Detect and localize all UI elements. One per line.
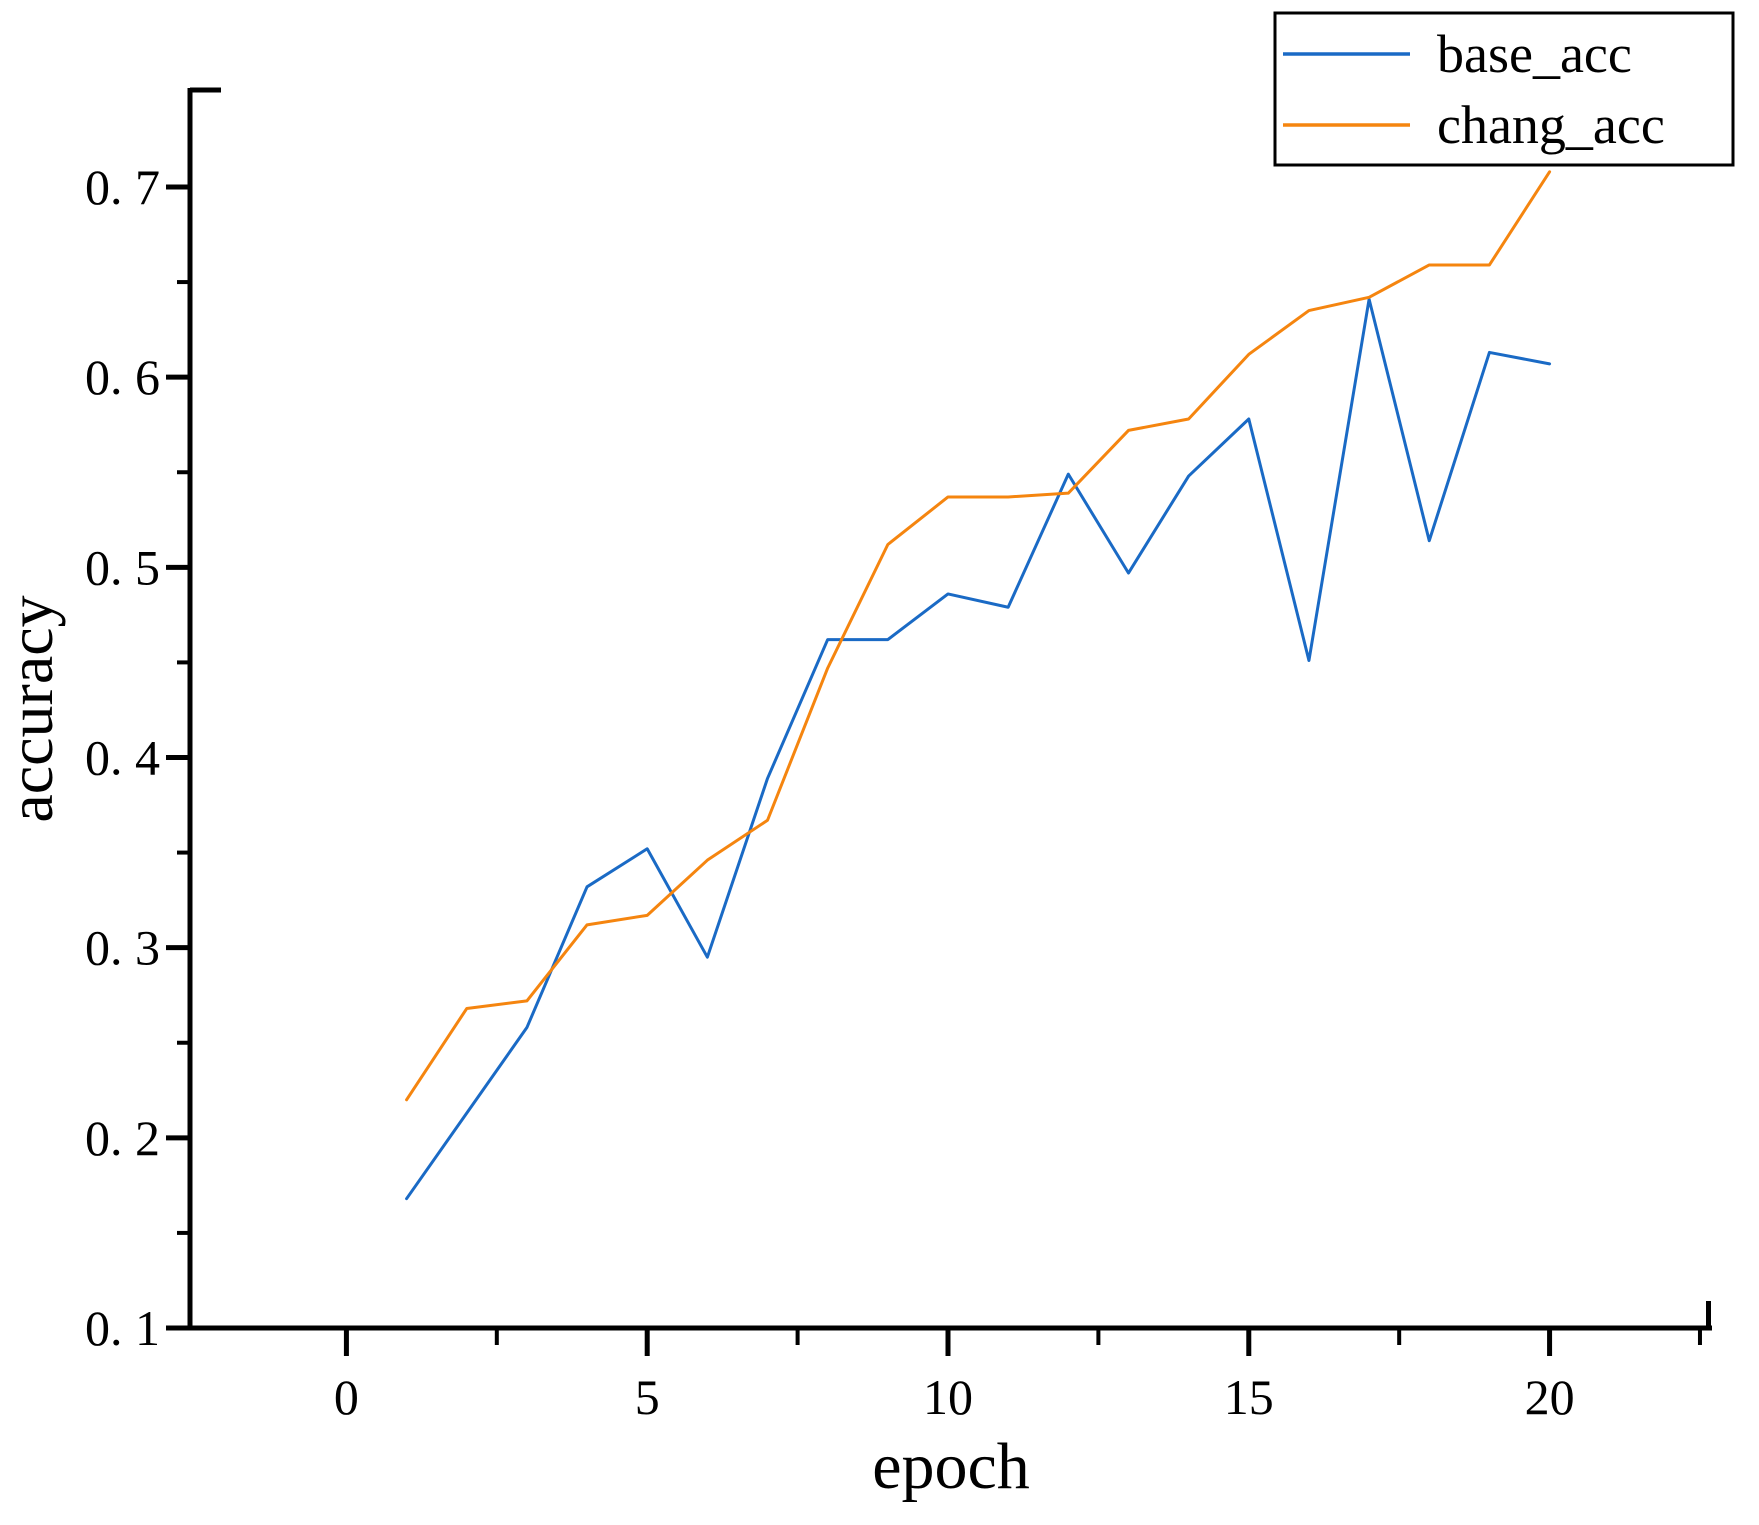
series-line-base_acc (405, 297, 1552, 1201)
y-tick-label: 0. 4 (85, 729, 160, 785)
x-tick-label: 20 (1525, 1369, 1575, 1425)
axis-ticks: 0 5 10 15 20 0. 1 0. 2 0. 3 0. 4 0. 5 0. 6 0. 7 (85, 159, 1702, 1425)
x-tick-label: 5 (635, 1369, 660, 1425)
x-axis-title: epoch (872, 1430, 1030, 1503)
y-axis-title: accuracy (0, 595, 66, 822)
y-tick-label: 0. 6 (85, 349, 160, 405)
y-tick-label: 0. 7 (85, 159, 160, 215)
y-tick-label: 0. 2 (85, 1110, 160, 1166)
legend-border (1273, 11, 1735, 167)
x-tick-label: 10 (923, 1369, 973, 1425)
y-tick-label: 0. 5 (85, 539, 160, 595)
x-tick-label: 0 (334, 1369, 359, 1425)
legend-label-chang-acc: chang_acc (1437, 95, 1665, 155)
y-tick-label: 0. 3 (85, 920, 160, 976)
legend-label-base-acc: base_acc (1437, 24, 1632, 84)
series-line-chang_acc (405, 170, 1552, 1102)
x-tick-label: 15 (1224, 1369, 1274, 1425)
y-tick-label: 0. 1 (85, 1300, 160, 1356)
legend: base_acc chang_acc (1273, 11, 1735, 167)
series-lines (405, 170, 1552, 1201)
